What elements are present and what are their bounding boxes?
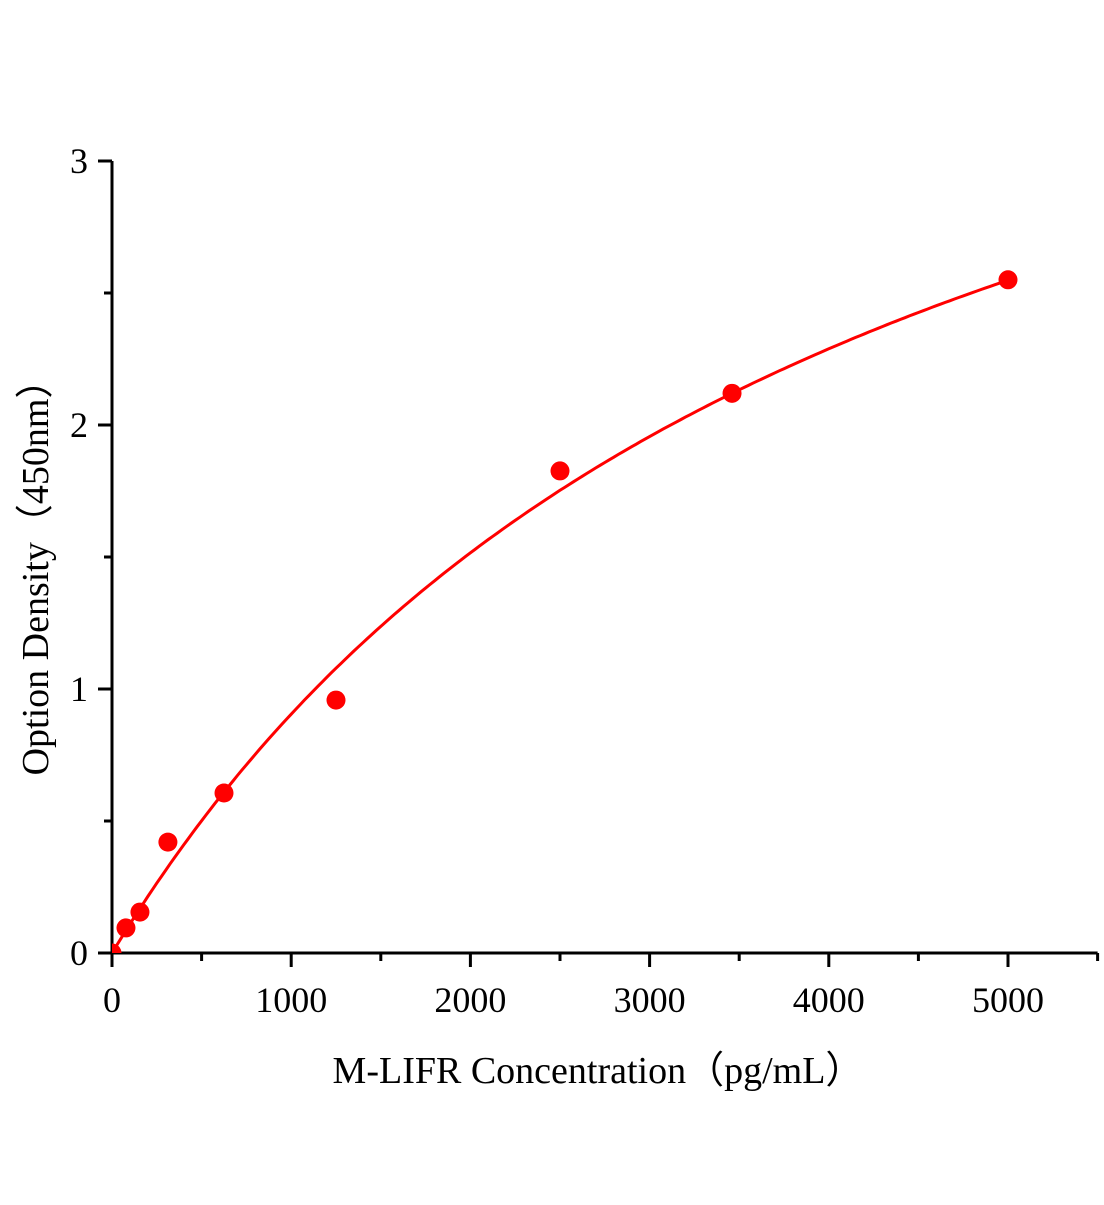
y-tick-label: 0: [70, 933, 88, 973]
y-tick-label: 1: [70, 669, 88, 709]
data-point: [214, 783, 234, 803]
x-axis-label: M-LIFR Concentration（pg/mL）: [333, 1050, 864, 1092]
x-tick-label: 3000: [614, 980, 686, 1020]
y-tick-label: 2: [70, 405, 88, 445]
data-points-layer: [112, 270, 1018, 953]
fit-curve-layer: [112, 278, 1009, 953]
fit-curve: [112, 278, 1009, 953]
x-tick-label: 2000: [434, 980, 506, 1020]
data-point: [326, 690, 346, 710]
data-point: [116, 918, 136, 938]
y-tick-label: 3: [70, 141, 88, 181]
data-point: [158, 832, 178, 852]
data-point: [722, 383, 742, 403]
axes: [98, 159, 1100, 967]
x-tick-label: 4000: [793, 980, 865, 1020]
y-axis-label: Option Density（450nm）: [15, 361, 57, 776]
x-tick-label: 5000: [972, 980, 1044, 1020]
data-point: [998, 270, 1018, 290]
data-point: [550, 461, 570, 481]
data-point: [130, 902, 150, 922]
x-tick-label: 0: [103, 980, 121, 1020]
x-tick-label: 1000: [255, 980, 327, 1020]
tick-labels: 0 1000 2000 3000 4000 5000 0 1 2 3: [70, 141, 1044, 1020]
data-point: [112, 943, 122, 953]
